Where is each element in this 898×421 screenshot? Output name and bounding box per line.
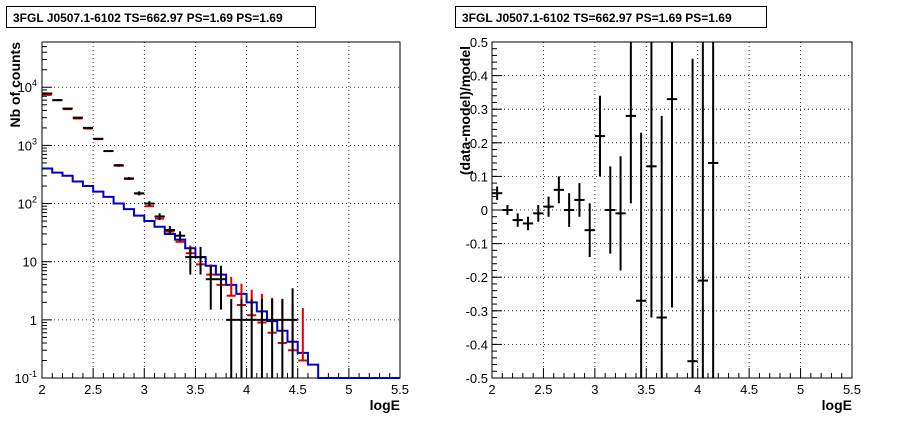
x-tick-label: 4 [694,382,701,397]
y-tick-label: 0.2 [470,136,488,151]
x-tick-label: 2 [38,382,45,397]
left-panel-title: 3FGL J0507.1-6102 TS=662.97 PS=1.69 PS=1… [6,6,316,28]
x-tick-label: 4.5 [289,382,307,397]
y-tick-label: -0.4 [466,337,488,352]
x-tick-label: 5 [797,382,804,397]
x-axis-title: logE [370,397,400,413]
x-tick-label: 3.5 [186,382,204,397]
y-tick-label: -0.5 [466,371,488,386]
y-tick-label: 1 [30,313,37,328]
x-tick-label: 2.5 [534,382,552,397]
background-model-histogram [42,167,400,379]
y-axis-title: (data-model)/model [457,46,473,175]
plot-frame [41,41,401,379]
y-tick-label: 0 [481,203,488,218]
y-tick-label: 0.1 [470,169,488,184]
y-tick-label: 102 [18,195,37,212]
x-tick-label: 4.5 [740,382,758,397]
y-axis-title: Nb of counts [7,42,23,128]
y-tick-label: -0.3 [466,304,488,319]
y-tick-label: 103 [18,136,37,153]
x-tick-label: 3.5 [637,382,655,397]
right-panel-title: 3FGL J0507.1-6102 TS=662.97 PS=1.69 PS=1… [455,6,767,28]
y-tick-label: 10 [23,255,37,270]
y-tick-label: 0.4 [470,69,488,84]
x-tick-label: 5 [345,382,352,397]
y-tick-label: -0.1 [466,237,488,252]
y-tick-label: 10-1 [15,369,37,386]
x-tick-label: 4 [243,382,250,397]
x-tick-label: 3 [591,382,598,397]
y-tick-label: 0.5 [470,35,488,50]
x-tick-label: 3 [141,382,148,397]
y-tick-label: 0.3 [470,102,488,117]
x-tick-label: 2 [488,382,495,397]
x-tick-label: 5.5 [391,382,409,397]
x-tick-label: 5.5 [843,382,861,397]
right-panel-residuals: 2 2.5 3 3.5 4 4.5 5 5.5 -0.5 -0.4 -0.3 -0.2 -0.1 0 0.1… [457,35,861,413]
left-panel-counts: 2 2.5 3 3.5 4 4.5 5 5.5 10-1 1 10 102 103 104 logE Nb o… [7,41,409,413]
x-axis-title: logE [822,397,852,413]
y-tick-label: 104 [18,78,37,95]
x-tick-label: 2.5 [84,382,102,397]
y-tick-label: -0.2 [466,270,488,285]
